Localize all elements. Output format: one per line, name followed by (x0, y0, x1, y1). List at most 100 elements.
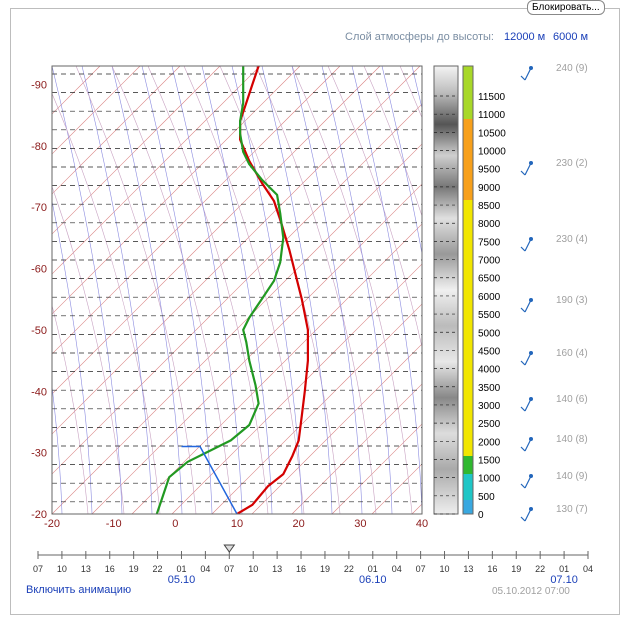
dry-adiabat-line (0, 66, 16, 514)
moist-adiabat-line (52, 199, 93, 514)
dry-adiabat-line (111, 66, 233, 514)
moist-adiabat-line (111, 66, 183, 514)
timeline-hour-label: 16 (105, 564, 115, 574)
color-scale-label: 7000 (478, 256, 501, 267)
isotherm-line (291, 383, 422, 514)
color-scale-gray (433, 65, 459, 515)
color-scale-label: 8500 (478, 201, 501, 212)
dry-adiabat-line (363, 66, 422, 218)
color-scale-label: 4000 (478, 365, 501, 376)
wind-barb: 140 (6) (520, 394, 588, 412)
timeline-hour-label: 13 (272, 564, 282, 574)
x-tick-label: -20 (44, 518, 60, 530)
color-scale-label: 11000 (478, 110, 506, 121)
isotherm-line (612, 66, 640, 514)
animation-toggle-link[interactable]: Включить анимацию (26, 584, 132, 596)
wind-barb-shaft (524, 508, 532, 522)
color-scale-label: 7500 (478, 237, 501, 248)
moist-adiabat-line (52, 66, 123, 514)
isotherm-line (52, 66, 261, 275)
color-scale-label: 2000 (478, 437, 501, 448)
isotherm-line (52, 66, 101, 115)
plot-border (51, 65, 423, 515)
wind-barb: 140 (9) (520, 471, 588, 489)
timeline-marker[interactable] (223, 544, 236, 553)
wind-barb-flag (520, 446, 526, 452)
wind-barb: 130 (7) (520, 504, 588, 522)
layer-height-label: Слой атмосферы до высоты: (345, 31, 494, 43)
timeline-hour-label: 19 (129, 564, 139, 574)
color-scale-label: 8000 (478, 219, 501, 230)
timeline-hour-label: 10 (57, 564, 67, 574)
timeline-hour-label: 16 (296, 564, 306, 574)
y-tick-label: -60 (31, 264, 47, 276)
wind-barb-dot (529, 66, 533, 70)
y-tick-label: -90 (31, 79, 47, 91)
moist-adiabat-line (261, 66, 333, 514)
wind-label: 140 (8) (556, 434, 588, 445)
dry-adiabat-line (52, 185, 125, 514)
timeline-hour-label: 19 (320, 564, 330, 574)
timeline-hour-label: 04 (200, 564, 210, 574)
wind-label: 190 (3) (556, 295, 588, 306)
timeline-hour-label: 22 (535, 564, 545, 574)
moist-adiabat-line (231, 66, 303, 514)
series-line-2 (181, 445, 238, 514)
moist-adiabat-line (52, 383, 63, 514)
moist-adiabat-line (81, 66, 153, 514)
moist-adiabat-line (171, 66, 243, 514)
wind-label: 230 (4) (556, 234, 588, 245)
timeline-hour-label: 01 (176, 564, 186, 574)
timeline-hour-label: 19 (511, 564, 521, 574)
wind-barb: 140 (8) (520, 434, 588, 452)
wind-barb-flag (520, 170, 526, 176)
wind-barb-flag (520, 246, 526, 252)
timeline-hour-label: 13 (463, 564, 473, 574)
dry-adiabat-line (75, 66, 197, 514)
timeline-hour-label: 22 (153, 564, 163, 574)
isotherm-line (52, 66, 341, 355)
isotherm-line (331, 423, 422, 514)
isotherm-line (52, 66, 421, 435)
dry-adiabat-line (327, 66, 422, 349)
timeline-hour-label: 01 (368, 564, 378, 574)
timeline-hour-label: 01 (559, 564, 569, 574)
layer-option-6000[interactable]: 6000 м (553, 31, 589, 43)
isotherm-line (52, 66, 141, 155)
lock-button[interactable]: Блокировать... (527, 0, 605, 15)
timeline-hour-label: 13 (81, 564, 91, 574)
layer-option-12000[interactable]: 12000 м (504, 31, 546, 43)
color-scale-segment (463, 500, 473, 514)
color-scale-label: 9500 (478, 165, 501, 176)
wind-barb-flag (520, 75, 526, 81)
wind-label: 140 (9) (556, 471, 588, 482)
isotherm-line (532, 66, 640, 514)
wind-barb-flag (520, 406, 526, 412)
color-scale-label: 0 (478, 510, 484, 521)
wind-label: 230 (2) (556, 158, 588, 169)
y-tick-label: -20 (31, 509, 47, 521)
timeline-hour-label: 04 (392, 564, 402, 574)
wind-barb-shaft (524, 398, 532, 412)
moist-adiabat-line (351, 66, 422, 514)
moist-adiabat-line (0, 66, 2, 514)
moist-adiabat-line (291, 66, 363, 514)
moist-adiabat-line (381, 66, 422, 256)
wind-barb-shaft (524, 475, 532, 489)
wind-label: 160 (4) (556, 348, 588, 359)
wind-barb-flag (520, 307, 526, 313)
color-scale-label: 5500 (478, 310, 501, 321)
dry-adiabat-line (291, 66, 413, 514)
series-line-1 (155, 66, 285, 514)
y-tick-label: -50 (31, 325, 47, 337)
isotherm-line (492, 66, 640, 514)
timeline-hour-label: 07 (416, 564, 426, 574)
isotherm-line (251, 343, 422, 514)
timeline-date-label: 07.10 (550, 574, 578, 586)
isotherm-line (171, 263, 422, 514)
wind-barb-flag (520, 360, 526, 366)
isotherm-line (131, 223, 422, 514)
wind-label: 140 (6) (556, 394, 588, 405)
timestamp: 05.10.2012 07:00 (492, 586, 570, 597)
